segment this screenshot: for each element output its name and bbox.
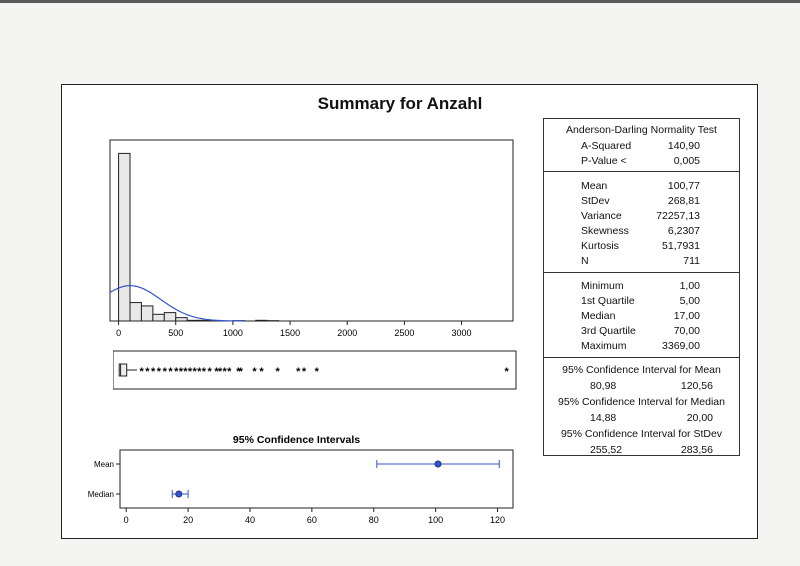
ci-plot-area bbox=[119, 449, 514, 509]
stat-row-maximum: Maximum 3369,00 bbox=[581, 339, 700, 352]
histogram-bar bbox=[198, 319, 211, 322]
ci-x-tick-label: 0 bbox=[124, 515, 129, 525]
stat-row-skewness: Skewness 6,2307 bbox=[581, 224, 700, 237]
boxplot-outlier: * bbox=[315, 366, 320, 378]
ci-x-tick-label: 60 bbox=[307, 515, 317, 525]
ci-x-tick-label: 20 bbox=[183, 515, 193, 525]
histogram-bar bbox=[129, 302, 142, 322]
boxplot-outlier: * bbox=[222, 366, 227, 378]
stat-row-median: Median 17,00 bbox=[581, 309, 700, 322]
ci-median-values: 14,88 20,00 bbox=[590, 412, 713, 424]
boxplot-outlier: * bbox=[207, 366, 212, 378]
histogram-bar bbox=[255, 319, 268, 322]
boxplot-outlier: * bbox=[252, 366, 257, 378]
stat-row-kurtosis: Kurtosis 51,7931 bbox=[581, 239, 700, 252]
boxplot-outlier: * bbox=[236, 366, 241, 378]
stat-row-a-squared: A-Squared 140,90 bbox=[581, 139, 700, 152]
scan-edge-line bbox=[0, 0, 800, 3]
ci-estimate-point bbox=[434, 460, 442, 468]
ci-category-label: Mean bbox=[94, 460, 114, 469]
stat-row-q1: 1st Quartile 5,00 bbox=[581, 294, 700, 307]
boxplot-outlier: * bbox=[218, 366, 223, 378]
histogram-x-tick-label: 500 bbox=[168, 328, 183, 338]
histogram-x-tick-label: 2500 bbox=[394, 328, 414, 338]
histogram-x-tick-label: 1000 bbox=[223, 328, 243, 338]
boxplot-box bbox=[118, 363, 128, 377]
stat-row-minimum: Minimum 1,00 bbox=[581, 279, 700, 292]
boxplot-outlier: * bbox=[214, 366, 219, 378]
histogram-chart: 0 500 1000 1500 2000 2500 3000 bbox=[109, 139, 514, 338]
confidence-interval-chart: 95% Confidence Intervals Mean Median 0 20 40 6… bbox=[88, 434, 514, 525]
boxplot-outlier: * bbox=[227, 366, 232, 378]
histogram-x-tick-label: 3000 bbox=[452, 328, 472, 338]
boxplot-outlier: * bbox=[197, 366, 202, 378]
ci-x-tick-label: 120 bbox=[490, 515, 505, 525]
histogram-bar bbox=[152, 313, 165, 322]
stat-row-stdev: StDev 268,81 bbox=[581, 194, 700, 207]
ci-chart-title: 95% Confidence Intervals bbox=[233, 434, 360, 446]
boxplot-outlier: * bbox=[151, 366, 156, 378]
boxplot-outlier: * bbox=[193, 366, 198, 378]
ci-stdev-values: 255,52 283,56 bbox=[590, 444, 713, 456]
boxplot-outlier: * bbox=[296, 366, 301, 378]
boxplot-outlier: * bbox=[179, 366, 184, 378]
ci-x-tick-label: 100 bbox=[428, 515, 443, 525]
boxplot-outlier: * bbox=[168, 366, 173, 378]
boxplot-outlier: * bbox=[157, 366, 162, 378]
normality-test-title: Anderson-Darling Normality Test bbox=[566, 124, 717, 136]
stat-row-mean: Mean 100,77 bbox=[581, 179, 700, 192]
boxplot-outlier: * bbox=[174, 366, 179, 378]
boxplot-chart: * * * * * * * * * * * * * * * * * * ** * * * * * * * bbox=[113, 350, 517, 390]
histogram-plot-area bbox=[109, 139, 514, 322]
moments-section: Mean 100,77 StDev 268,81 Variance 72257,13 … bbox=[544, 172, 739, 273]
boxplot-outlier: * bbox=[163, 366, 168, 378]
boxplot-outlier: * bbox=[183, 366, 188, 378]
quantiles-section: Minimum 1,00 1st Quartile 5,00 Median 17,00… bbox=[544, 273, 739, 358]
histogram-x-tick-label: 1500 bbox=[280, 328, 300, 338]
boxplot-outlier: * bbox=[202, 366, 207, 378]
histogram-bar bbox=[140, 305, 154, 322]
confidence-interval-section: 95% Confidence Interval for Mean 80,98 12… bbox=[544, 358, 739, 461]
ci-estimate-point bbox=[175, 490, 183, 498]
boxplot-outlier: * bbox=[188, 366, 193, 378]
histogram-x-tick-label: 2000 bbox=[337, 328, 357, 338]
graph-title: Summary for Anzahl bbox=[317, 94, 483, 113]
histogram-bar bbox=[163, 312, 177, 322]
normality-test-section: Anderson-Darling Normality Test A-Square… bbox=[544, 119, 739, 172]
ci-mean-values: 80,98 120,56 bbox=[590, 380, 713, 392]
ci-category-label: Median bbox=[88, 490, 114, 499]
boxplot-outlier: * bbox=[140, 366, 145, 378]
stat-row-variance: Variance 72257,13 bbox=[581, 209, 700, 222]
ci-x-tick-label: 80 bbox=[369, 515, 379, 525]
histogram-x-tick-label: 0 bbox=[116, 328, 121, 338]
ci-mean-title: 95% Confidence Interval for Mean bbox=[562, 364, 721, 376]
normal-fit-curve bbox=[109, 285, 244, 322]
stat-row-p-value: P-Value <0,005 bbox=[581, 154, 700, 167]
stat-row-n: N 711 bbox=[581, 254, 700, 267]
boxplot-outlier: * bbox=[275, 366, 280, 378]
ci-median-title: 95% Confidence Interval for Median bbox=[558, 396, 725, 408]
ci-x-tick-label: 40 bbox=[245, 515, 255, 525]
histogram-bar bbox=[186, 319, 200, 322]
boxplot-outlier: * bbox=[145, 366, 150, 378]
summary-statistics-table: Anderson-Darling Normality Test A-Square… bbox=[543, 118, 740, 456]
stat-row-q3: 3rd Quartile 70,00 bbox=[581, 324, 700, 337]
histogram-bar bbox=[175, 317, 188, 322]
boxplot-outlier: * bbox=[302, 366, 307, 378]
boxplot-outlier: * bbox=[259, 366, 264, 378]
ci-stdev-title: 95% Confidence Interval for StDev bbox=[560, 428, 723, 440]
histogram-bar bbox=[118, 152, 131, 322]
boxplot-outlier: * bbox=[239, 366, 244, 378]
boxplot-outlier: * bbox=[505, 366, 510, 378]
boxplot-frame bbox=[113, 350, 517, 390]
